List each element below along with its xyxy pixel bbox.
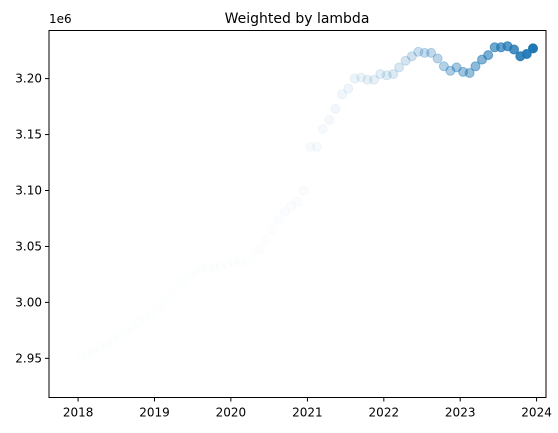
data-point [337, 89, 347, 100]
data-point [274, 215, 283, 224]
plot-frame [48, 30, 547, 398]
data-point [375, 69, 386, 80]
data-point [343, 83, 354, 94]
data-point [267, 225, 276, 234]
data-point [356, 72, 367, 83]
x-tick-label: 2024 [521, 406, 552, 420]
data-point [349, 73, 360, 84]
y-tick-label: 3.10 [15, 184, 42, 198]
data-point [528, 43, 538, 54]
data-point [312, 142, 321, 151]
data-point [381, 70, 392, 81]
data-point [255, 245, 264, 254]
chart-title: Weighted by lambda [225, 11, 370, 27]
data-point [432, 53, 443, 64]
data-point [248, 253, 257, 262]
y-tick-label: 3.20 [15, 72, 42, 86]
data-point [426, 47, 437, 58]
y-tick-label: 2.95 [15, 351, 42, 365]
data-point [419, 47, 430, 58]
x-tick-label: 2018 [63, 406, 94, 420]
data-point [406, 51, 417, 62]
data-point [521, 49, 532, 59]
data-point [293, 197, 302, 206]
x-tick-label: 2019 [139, 406, 170, 420]
x-tick-label: 2021 [292, 406, 323, 420]
y-tick-label: 3.05 [15, 239, 42, 253]
data-point [400, 55, 411, 66]
data-point [445, 65, 456, 76]
data-point [394, 62, 405, 73]
data-point [261, 236, 270, 245]
data-points [248, 41, 538, 262]
data-point [464, 68, 475, 78]
data-point [458, 66, 469, 77]
data-point [369, 74, 379, 85]
y-offset-text: 1e6 [49, 12, 72, 26]
data-point [438, 61, 449, 72]
data-point [483, 50, 494, 61]
data-point [509, 44, 519, 55]
y-axis: 2.95 3.00 3.05 3.10 3.15 3.20 [15, 72, 49, 365]
x-axis: 2018 2019 2020 2021 2022 2023 2024 [63, 397, 552, 420]
y-tick-label: 3.15 [15, 128, 42, 142]
data-point [317, 124, 328, 134]
data-point [470, 61, 481, 72]
y-tick-label: 3.00 [15, 295, 42, 309]
data-point [299, 186, 308, 195]
x-tick-label: 2022 [369, 406, 400, 420]
data-point [330, 103, 341, 114]
data-point [388, 69, 399, 80]
data-point [413, 46, 424, 57]
x-tick-label: 2020 [216, 406, 247, 420]
x-tick-label: 2023 [445, 406, 476, 420]
data-point [324, 115, 335, 125]
data-point [362, 74, 373, 85]
data-point [451, 62, 462, 73]
